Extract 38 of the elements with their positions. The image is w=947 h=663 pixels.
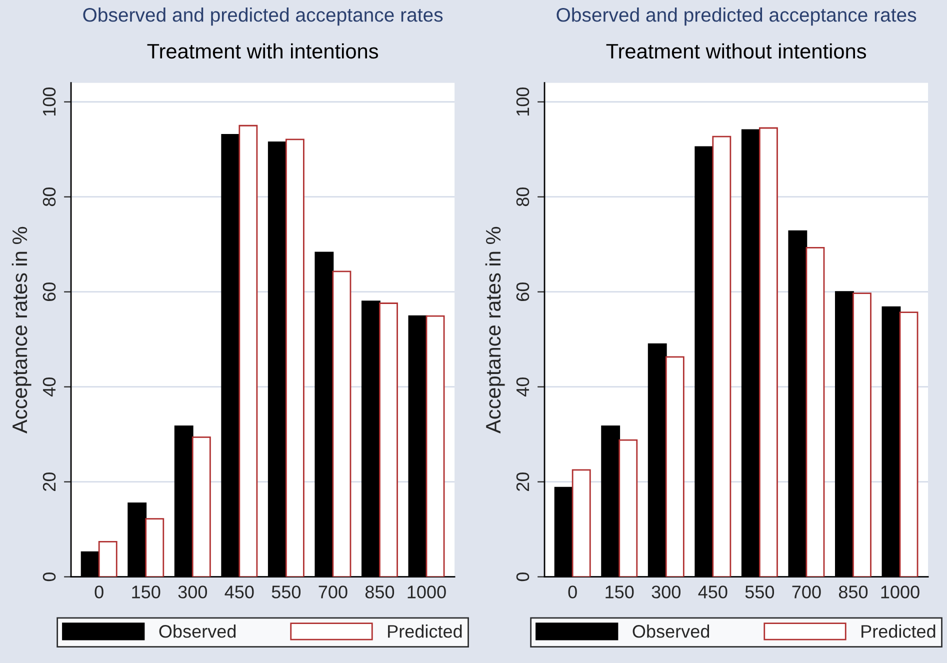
x-tick-label: 450 xyxy=(698,586,728,598)
y-axis-title: Acceptance rates in % xyxy=(485,226,505,434)
y-tick-label: 20 xyxy=(516,472,530,491)
y-tick-label: 20 xyxy=(42,472,56,491)
chart-title: Observed and predicted acceptance rates xyxy=(83,8,443,26)
y-tick-label: 100 xyxy=(516,88,530,116)
x-tick-label: 1000 xyxy=(408,586,446,598)
x-tick-label: 150 xyxy=(606,586,634,598)
chart-title: Observed and predicted acceptance rates xyxy=(556,8,916,26)
y-tick-label: 0 xyxy=(516,572,530,582)
x-tick-label: 1000 xyxy=(881,586,920,598)
x-tick-label: 700 xyxy=(792,586,821,598)
y-tick-label: 40 xyxy=(42,378,56,396)
x-tick-label: 700 xyxy=(318,586,348,598)
x-tick-label: 300 xyxy=(178,586,207,598)
y-axis-title: Acceptance rates in % xyxy=(12,226,32,434)
y-tick-label: 40 xyxy=(516,378,530,396)
y-tick-label: 80 xyxy=(516,188,530,206)
y-tick-label: 80 xyxy=(42,188,56,206)
y-tick-label: 0 xyxy=(42,572,56,582)
x-tick-label: 150 xyxy=(132,586,160,598)
x-tick-label: 450 xyxy=(224,586,254,598)
x-tick-label: 850 xyxy=(838,586,868,598)
x-tick-label: 300 xyxy=(652,586,680,598)
y-tick-label: 60 xyxy=(42,282,56,301)
y-tick-label: 60 xyxy=(516,282,530,301)
x-tick-label: 0 xyxy=(568,586,577,598)
text: Observed xyxy=(632,624,710,638)
x-tick-label: 550 xyxy=(272,586,301,598)
x-tick-label: 550 xyxy=(745,586,774,598)
y-tick-label: 100 xyxy=(42,88,56,116)
legend-label: Observed xyxy=(159,624,236,638)
chart-subtitle: Treatment without intentions xyxy=(606,43,866,59)
x-tick-label: 850 xyxy=(365,586,394,598)
chart-subtitle: Treatment with intentions xyxy=(147,43,378,59)
legend-label: Predicted xyxy=(862,624,936,638)
x-tick-label: 0 xyxy=(94,586,104,598)
legend-label: Predicted xyxy=(388,624,462,638)
